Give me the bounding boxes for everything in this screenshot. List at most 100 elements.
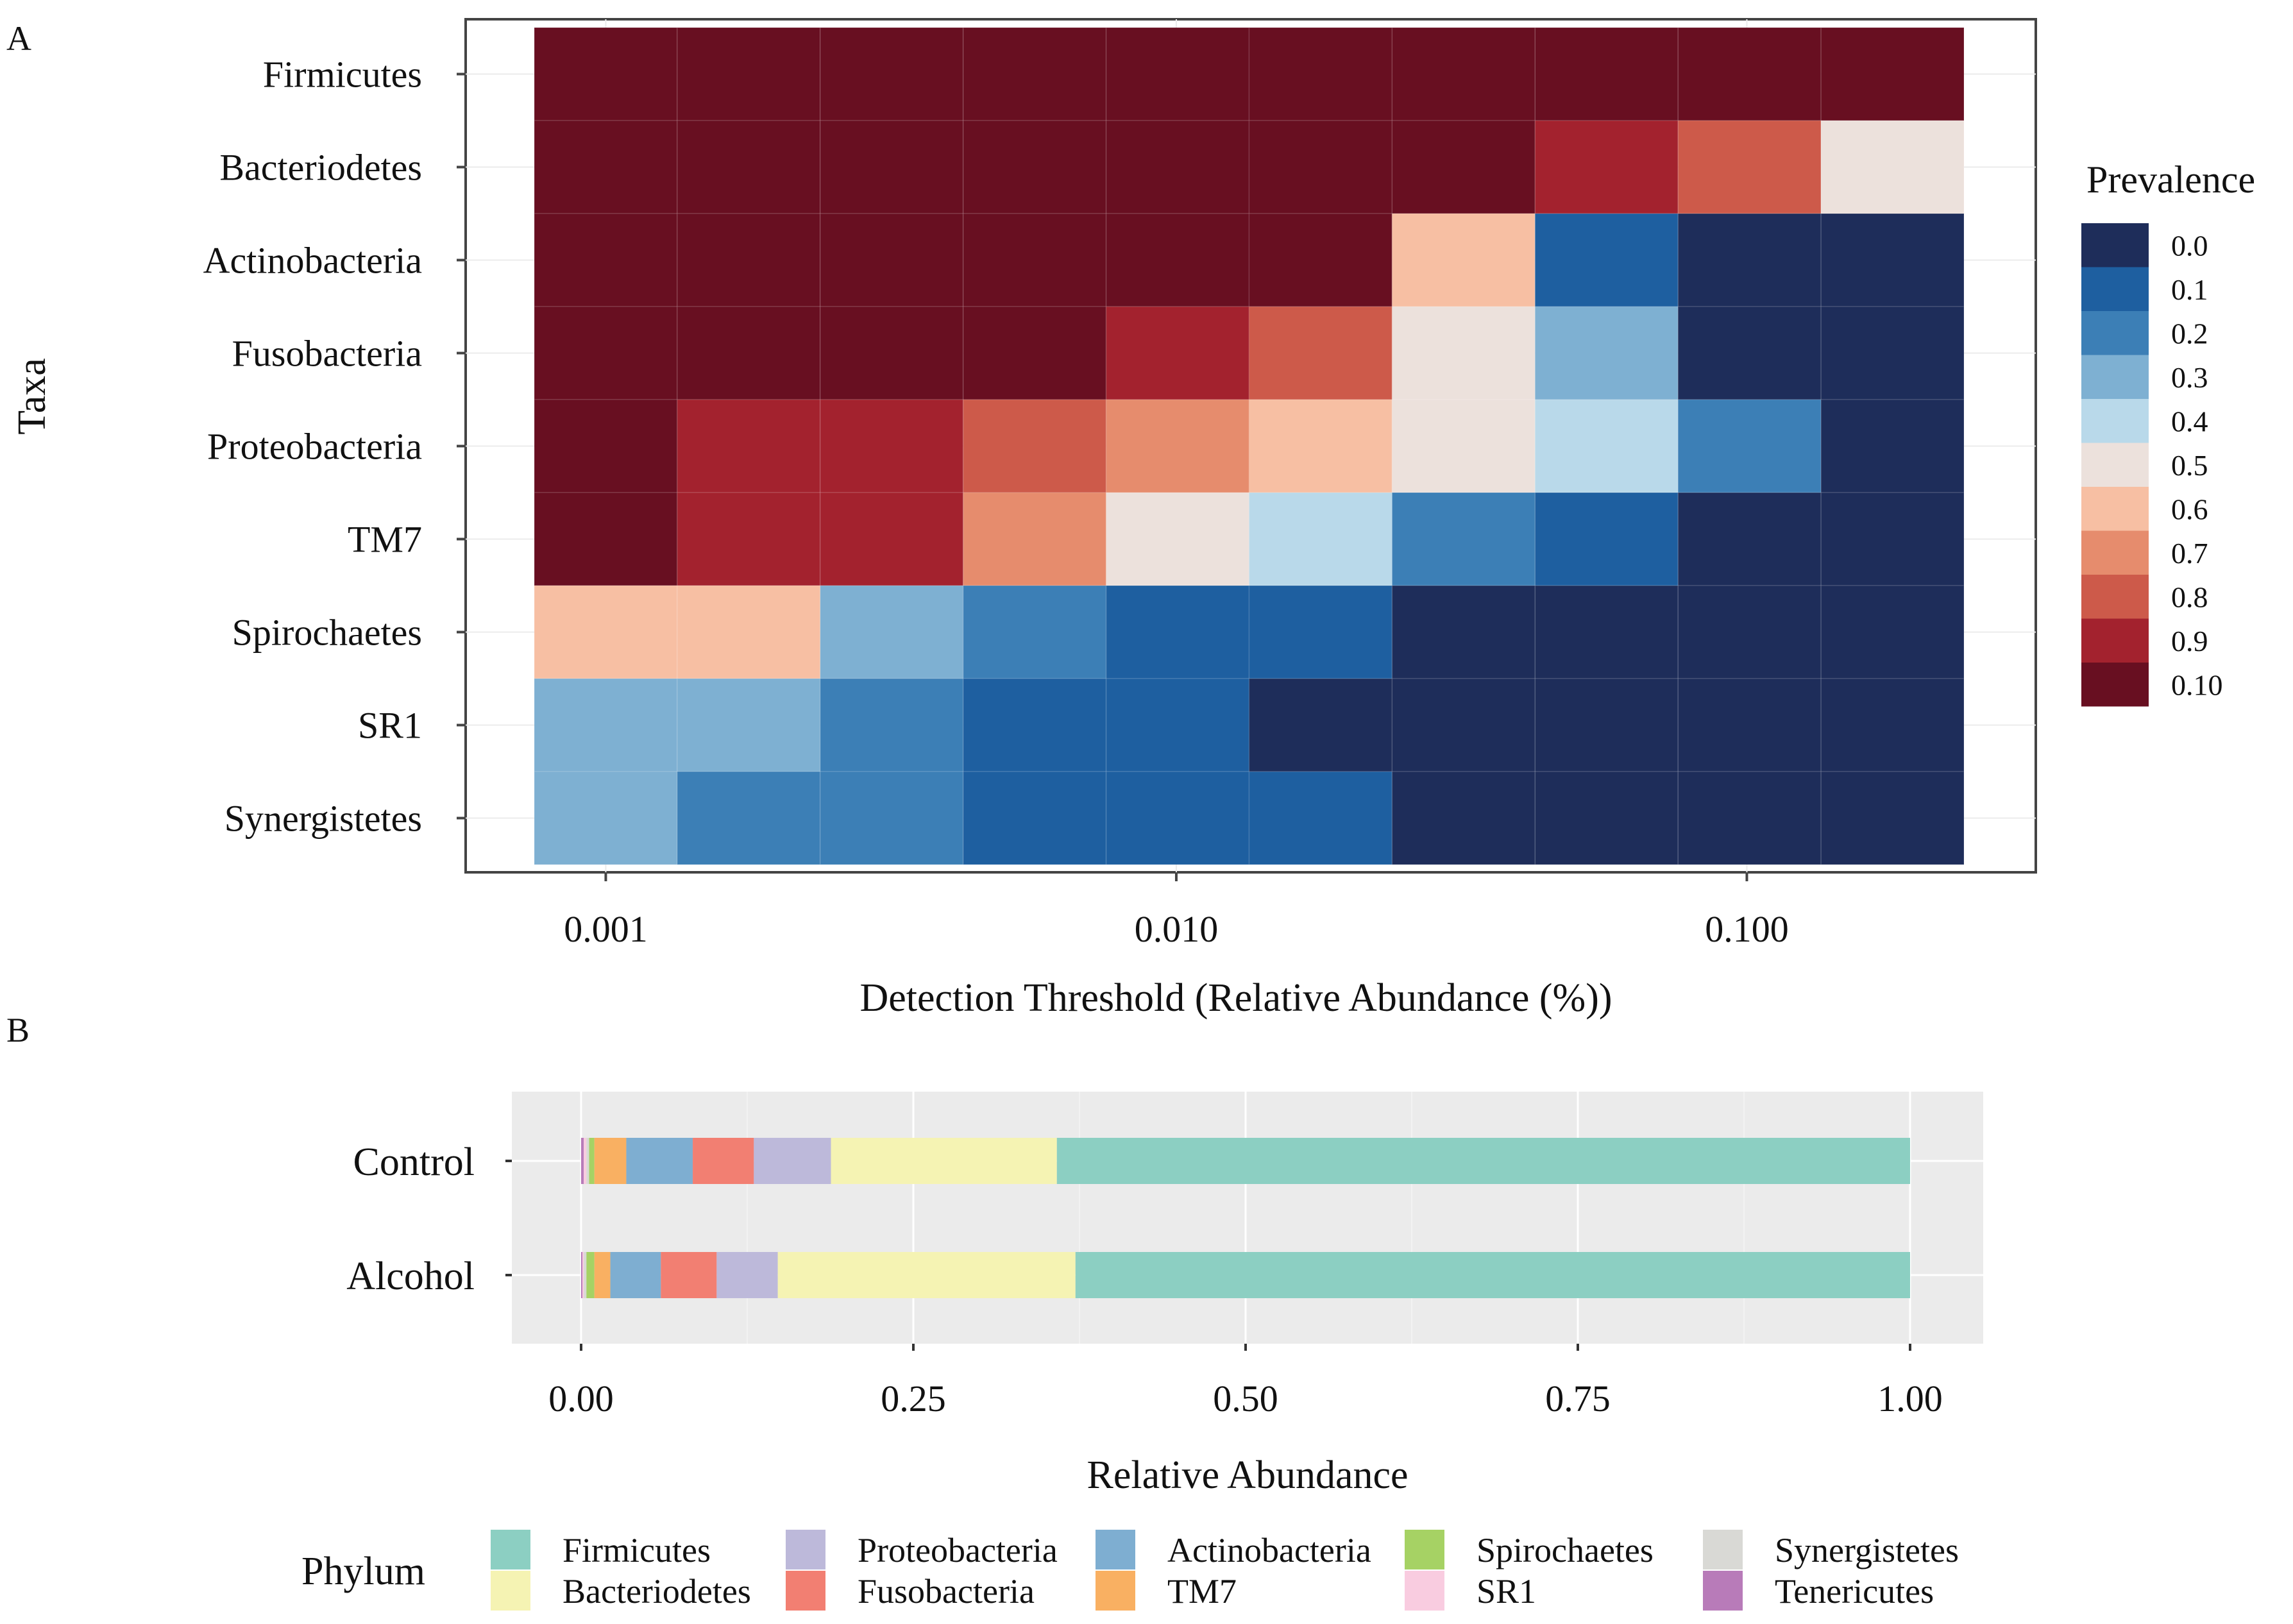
heatmap-cell-synergistetes-5 <box>1248 771 1393 865</box>
bar-segment-control-synergistetes <box>586 1138 589 1184</box>
heatmap-cell-firmicutes-1 <box>677 27 821 121</box>
bar-segment-alcohol-tenericutes <box>581 1252 583 1298</box>
phylum-legend-swatch-proteobacteria <box>786 1530 825 1569</box>
prevalence-legend-swatch-1 <box>2081 267 2149 311</box>
prevalence-legend-label-10: 0.10 <box>2171 668 2223 701</box>
prevalence-legend-label-4: 0.4 <box>2171 405 2208 437</box>
prevalence-legend-label-1: 0.1 <box>2171 273 2208 306</box>
heatmap-cell-spirochaetes-1 <box>677 585 821 679</box>
heatmap-cell-proteobacteria-0 <box>534 399 678 493</box>
heatmap-cell-fusobacteria-4 <box>1105 306 1250 400</box>
heatmap-cell-spirochaetes-2 <box>820 585 964 679</box>
heatmap-cell-tm7-9 <box>1820 492 1965 586</box>
heatmap-cell-sr1-9 <box>1820 678 1965 772</box>
heatmap-cell-sr1-6 <box>1391 678 1536 772</box>
heatmap-cell-tm7-0 <box>534 492 678 586</box>
heatmap-y-tick-labels: Firmicutes Bacteriodetes Actinobacteria Fus… <box>203 54 466 840</box>
heatmap-cell-spirochaetes-3 <box>962 585 1107 679</box>
heatmap-cell-bacteriodetes-7 <box>1534 120 1679 214</box>
bar-segment-alcohol-fusobacteria <box>661 1252 717 1298</box>
bar-segment-control-bacteriodetes <box>831 1138 1057 1184</box>
prevalence-legend-swatch-10 <box>2081 663 2149 707</box>
heatmap-cell-tm7-6 <box>1391 492 1536 586</box>
prevalence-legend-label-3: 0.3 <box>2171 361 2208 394</box>
taxon-label-synergistetes: Synergistetes <box>224 798 422 840</box>
heatmap-cell-firmicutes-4 <box>1105 27 1250 121</box>
phylum-legend-title: Phylum <box>301 1550 425 1593</box>
phylum-legend-swatch-fusobacteria <box>786 1571 825 1611</box>
heatmap-cell-bacteriodetes-0 <box>534 120 678 214</box>
heatmap-cell-actinobacteria-2 <box>820 213 964 307</box>
heatmap-cell-firmicutes-2 <box>820 27 964 121</box>
heatmap-cell-proteobacteria-8 <box>1677 399 1822 493</box>
heatmap-cell-sr1-4 <box>1105 678 1250 772</box>
prevalence-legend: Prevalence 0.00.10.20.30.40.50.60.70.80.… <box>2081 158 2255 707</box>
bar-segment-control-tenericutes <box>581 1138 584 1184</box>
heatmap-cell-bacteriodetes-1 <box>677 120 821 214</box>
heatmap-cell-bacteriodetes-6 <box>1391 120 1536 214</box>
heatmap-cell-actinobacteria-9 <box>1820 213 1965 307</box>
heatmap-cells <box>534 27 1965 865</box>
heatmap-panel: Firmicutes Bacteriodetes Actinobacteria Fus… <box>10 18 2037 1020</box>
heatmap-cell-actinobacteria-0 <box>534 213 678 307</box>
heatmap-cell-fusobacteria-2 <box>820 306 964 400</box>
heatmap-cell-spirochaetes-5 <box>1248 585 1393 679</box>
phylum-legend-label-actinobacteria: Actinobacteria <box>1167 1531 1371 1569</box>
heatmap-cell-tm7-4 <box>1105 492 1250 586</box>
bar-panel: Control Alcohol 0.00 0.25 0.50 0.75 1.00 Rela… <box>346 1092 1983 1497</box>
bar-segment-alcohol-synergistetes <box>584 1252 587 1298</box>
heatmap-cell-tm7-5 <box>1248 492 1393 586</box>
taxon-label-tm7: TM7 <box>348 519 422 561</box>
heatmap-cell-synergistetes-3 <box>962 771 1107 865</box>
bar-segment-control-proteobacteria <box>754 1138 831 1184</box>
heatmap-cell-firmicutes-8 <box>1677 27 1822 121</box>
heatmap-cell-actinobacteria-5 <box>1248 213 1393 307</box>
prevalence-legend-label-6: 0.6 <box>2171 493 2208 525</box>
phylum-legend-label-tm7: TM7 <box>1167 1572 1237 1611</box>
heatmap-cell-tm7-8 <box>1677 492 1822 586</box>
prevalence-legend-label-8: 0.8 <box>2171 580 2208 613</box>
heatmap-x-tick-labels: 0.001 0.010 0.100 <box>564 872 1789 950</box>
bar-segment-control-actinobacteria <box>626 1138 693 1184</box>
phylum-legend-swatch-tm7 <box>1096 1571 1135 1611</box>
heatmap-cell-proteobacteria-4 <box>1105 399 1250 493</box>
prevalence-legend-label-9: 0.9 <box>2171 625 2208 657</box>
heatmap-cell-synergistetes-0 <box>534 771 678 865</box>
bar-stacks <box>581 1138 1910 1298</box>
taxon-label-firmicutes: Firmicutes <box>263 54 422 96</box>
prevalence-legend-label-2: 0.2 <box>2171 317 2208 350</box>
bar-x-tick-label-0-25: 0.25 <box>881 1378 946 1419</box>
heatmap-cell-firmicutes-5 <box>1248 27 1393 121</box>
heatmap-cell-fusobacteria-5 <box>1248 306 1393 400</box>
taxon-label-fusobacteria: Fusobacteria <box>232 333 422 375</box>
heatmap-cell-spirochaetes-0 <box>534 585 678 679</box>
heatmap-cell-fusobacteria-9 <box>1820 306 1965 400</box>
heatmap-x-axis-title: Detection Threshold (Relative Abundance … <box>859 976 1612 1020</box>
bar-segment-alcohol-tm7 <box>594 1252 611 1298</box>
bar-x-tick-label-0-00: 0.00 <box>548 1378 614 1419</box>
bar-segment-alcohol-actinobacteria <box>610 1252 661 1298</box>
bar-plot-area <box>512 1092 1983 1344</box>
heatmap-cell-fusobacteria-3 <box>962 306 1107 400</box>
heatmap-cell-actinobacteria-3 <box>962 213 1107 307</box>
heatmap-cell-sr1-0 <box>534 678 678 772</box>
prevalence-legend-swatch-3 <box>2081 355 2149 399</box>
phylum-legend-label-proteobacteria: Proteobacteria <box>858 1531 1058 1569</box>
heatmap-cell-fusobacteria-1 <box>677 306 821 400</box>
bar-category-label-alcohol: Alcohol <box>346 1255 475 1298</box>
phylum-legend-label-synergistetes: Synergistetes <box>1775 1531 1959 1569</box>
heatmap-cell-sr1-3 <box>962 678 1107 772</box>
phylum-legend-swatch-firmicutes <box>491 1530 530 1569</box>
phylum-legend-swatch-tenericutes <box>1703 1571 1743 1611</box>
heatmap-cell-synergistetes-6 <box>1391 771 1536 865</box>
heatmap-cell-synergistetes-8 <box>1677 771 1822 865</box>
prevalence-legend-swatch-9 <box>2081 618 2149 663</box>
heatmap-cell-synergistetes-2 <box>820 771 964 865</box>
heatmap-cell-firmicutes-9 <box>1820 27 1965 121</box>
prevalence-legend-swatch-8 <box>2081 575 2149 619</box>
panel-a-letter: A <box>6 19 31 58</box>
heatmap-cell-actinobacteria-4 <box>1105 213 1250 307</box>
bar-segment-control-tm7 <box>594 1138 627 1184</box>
taxon-label-proteobacteria: Proteobacteria <box>207 426 422 468</box>
